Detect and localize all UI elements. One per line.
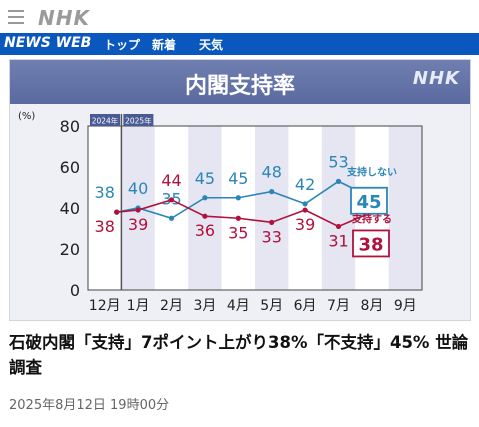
x-tick-label: 3月 <box>193 298 216 314</box>
x-tick-label: 4月 <box>227 298 250 314</box>
data-label: 36 <box>195 221 215 240</box>
x-tick-label: 8月 <box>360 298 383 314</box>
y-tick-label: 0 <box>70 281 80 300</box>
year-label-box <box>90 114 120 126</box>
article-headline[interactable]: 石破内閣「支持」7ポイント上がり38%「不支持」45% 世論調査 <box>9 333 469 377</box>
data-point <box>269 219 275 225</box>
data-label: 38 <box>95 183 115 202</box>
data-label: 33 <box>262 227 282 246</box>
top-bar: NHK <box>0 0 479 33</box>
data-point <box>235 215 241 221</box>
x-tick-label: 12月 <box>89 298 121 314</box>
x-tick-label: 9月 <box>394 298 417 314</box>
chart-card[interactable]: 内閣支持率 NHK 2024年 2025年 (%) 0 20 40 60 80 12月 1月 2月 3… <box>9 59 471 321</box>
data-point <box>335 178 342 184</box>
data-label: 45 <box>195 169 215 188</box>
y-tick-label: 80 <box>60 117 80 136</box>
nhk-logo[interactable]: NHK <box>38 6 90 30</box>
data-label: 53 <box>328 152 348 171</box>
plot-frame <box>87 125 423 291</box>
article-timestamp: 2025年8月12日 19時00分 <box>9 398 170 413</box>
data-label: 40 <box>128 179 148 198</box>
data-label: 44 <box>161 171 181 190</box>
data-label: 35 <box>228 223 248 242</box>
data-point <box>168 215 175 221</box>
y-tick-label: 20 <box>60 240 80 259</box>
x-tick-label: 2月 <box>160 298 183 314</box>
data-label: 38 <box>95 217 115 236</box>
nav-bar: NEWS WEB トップ 新着 天気 <box>0 33 479 55</box>
year-label-box <box>123 114 154 126</box>
month-band <box>388 126 422 290</box>
nav-item-weather[interactable]: 天気 <box>199 38 224 52</box>
latest-value: 38 <box>358 234 383 255</box>
year-label: 2024年 <box>92 116 119 126</box>
y-tick-label: 60 <box>60 158 80 177</box>
latest-value-box <box>350 186 388 215</box>
approval-line-chart: 2024年 2025年 (%) 0 20 40 60 80 12月 1月 2月 3月 4月 5月 6月 7月 8… <box>18 111 423 314</box>
data-label: 31 <box>328 231 348 250</box>
data-point <box>335 223 342 230</box>
x-tick-label: 6月 <box>294 298 317 314</box>
x-tick-label: 7月 <box>327 298 350 314</box>
news-web-brand[interactable]: NEWS WEB <box>4 35 92 51</box>
series-name-label: 支持する <box>351 212 392 225</box>
month-band <box>188 126 222 290</box>
data-point <box>114 209 120 215</box>
nav-item-top[interactable]: トップ <box>104 38 141 52</box>
data-label: 39 <box>128 215 148 234</box>
month-band <box>255 126 289 290</box>
data-point <box>269 189 275 195</box>
y-tick-label: 40 <box>60 199 80 218</box>
data-label: 39 <box>295 215 315 234</box>
data-label: 45 <box>228 169 248 188</box>
month-band <box>321 126 356 290</box>
latest-value-box <box>352 229 390 258</box>
menu-icon[interactable] <box>8 10 24 24</box>
data-point <box>202 213 208 219</box>
series-name-label: 支持しない <box>346 165 397 178</box>
data-point <box>135 207 141 213</box>
x-tick-label: 5月 <box>260 298 283 314</box>
nav-item-new[interactable]: 新着 <box>152 38 177 52</box>
data-label: 48 <box>262 163 282 182</box>
data-point <box>202 195 208 201</box>
year-label: 2025年 <box>125 116 152 126</box>
x-tick-label: 1月 <box>127 298 150 314</box>
data-point <box>302 207 308 213</box>
data-point <box>235 195 241 201</box>
data-point <box>302 201 308 207</box>
chart-title: 内閣支持率 <box>184 74 295 99</box>
data-point <box>168 197 175 203</box>
chart-title-bar: 内閣支持率 NHK <box>10 60 470 104</box>
data-label: 42 <box>295 175 315 194</box>
chart-watermark: NHK <box>412 68 460 89</box>
y-axis-unit: (%) <box>18 111 35 122</box>
latest-value: 45 <box>356 192 381 213</box>
